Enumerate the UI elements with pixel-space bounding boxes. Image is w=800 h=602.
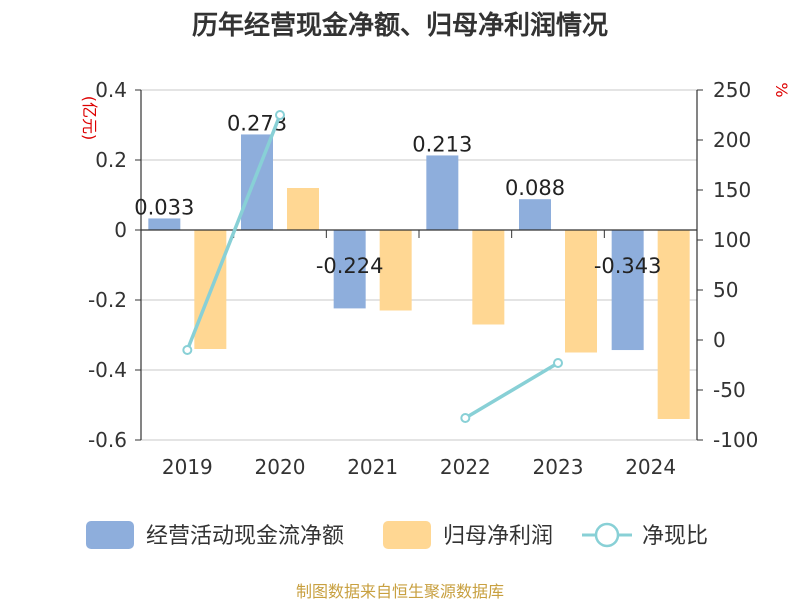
ratio-point-2022 [460,413,471,423]
legend-label-ratio: 净现比 [642,524,708,549]
right-axis-unit: % [772,82,791,97]
ratio-point-2019 [182,345,193,355]
left-tick-label: -0.6 [88,428,127,452]
x-tick-label: 2020 [255,455,306,479]
bar-cash-2023 [519,199,551,230]
x-tick-label: 2023 [533,455,584,479]
bar-profit-2024 [657,230,690,419]
x-tick-label: 2019 [162,455,213,479]
bar-profit-2023 [565,230,597,353]
data-label-cash-2021: -0.224 [316,254,384,278]
bar-profit-2020 [287,188,319,230]
data-label-cash-2019: 0.033 [134,195,194,219]
source-note: 制图数据来自恒生聚源数据库 [295,582,504,601]
left-tick-label: -0.2 [88,288,127,312]
bar-cash-2021 [333,230,366,309]
x-tick-label: 2024 [625,455,676,479]
left-axis-unit: (亿元) [80,96,99,141]
right-tick-label: 50 [713,278,738,302]
right-tick-label: -100 [713,428,758,452]
legend-label-cash: 经营活动现金流净额 [146,524,344,549]
ratio-line [464,361,559,420]
bar-cash-2024 [611,230,644,351]
bar-profit-2022 [472,230,505,325]
right-tick-label: 200 [713,128,751,152]
legend-swatch-profit [383,521,431,549]
left-tick-label: 0.2 [95,148,127,172]
left-tick-label: 0 [114,218,127,242]
right-tick-label: -50 [713,378,746,402]
right-tick-label: 250 [713,78,751,102]
right-tick-label: 100 [713,228,751,252]
bar-cash-2022 [426,155,459,230]
chart-title: 历年经营现金净额、归母净利润情况 [191,11,608,41]
ratio-line [185,114,282,351]
bar-cash-2019 [148,218,181,230]
bar-profit-2021 [379,230,412,311]
ratio-point-2020 [275,110,285,120]
x-tick-label: 2022 [440,455,491,479]
legend-swatch-ratio-marker [594,522,620,548]
right-tick-label: 0 [713,328,726,352]
right-tick-label: 150 [713,178,751,202]
data-label-cash-2024: -0.343 [594,254,662,278]
data-label-cash-2023: 0.088 [505,176,565,200]
left-tick-label: -0.4 [88,358,127,382]
legend-label-profit: 归母净利润 [443,524,553,549]
left-tick-label: 0.4 [95,78,127,102]
x-tick-label: 2021 [347,455,398,479]
data-label-cash-2022: 0.213 [412,132,472,156]
ratio-point-2023 [553,358,563,368]
legend-swatch-cash [86,521,134,549]
